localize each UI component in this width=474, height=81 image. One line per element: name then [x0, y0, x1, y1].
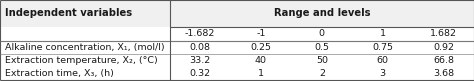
Text: -1: -1 — [256, 29, 265, 38]
Text: 0.5: 0.5 — [314, 43, 329, 52]
Text: 60: 60 — [377, 56, 389, 65]
Bar — [0, 0, 474, 27]
Text: 0.92: 0.92 — [433, 43, 454, 52]
Text: 0.32: 0.32 — [190, 69, 210, 78]
Text: 40: 40 — [255, 56, 267, 65]
Text: 0.75: 0.75 — [372, 43, 393, 52]
Text: 3: 3 — [380, 69, 386, 78]
Text: 66.8: 66.8 — [433, 56, 454, 65]
Text: 0.08: 0.08 — [190, 43, 210, 52]
Text: 0: 0 — [319, 29, 325, 38]
Text: 1.682: 1.682 — [430, 29, 457, 38]
Text: Alkaline concentration, X₁, (mol/l): Alkaline concentration, X₁, (mol/l) — [5, 43, 164, 52]
Text: 33.2: 33.2 — [190, 56, 211, 65]
Text: Range and levels: Range and levels — [273, 9, 370, 18]
Text: 1: 1 — [258, 69, 264, 78]
Text: 2: 2 — [319, 69, 325, 78]
Text: -1.682: -1.682 — [185, 29, 215, 38]
Text: Extraction temperature, X₂, (°C): Extraction temperature, X₂, (°C) — [5, 56, 158, 65]
Text: Extraction time, X₃, (h): Extraction time, X₃, (h) — [5, 69, 114, 78]
Text: Independent variables: Independent variables — [5, 9, 132, 18]
Text: 50: 50 — [316, 56, 328, 65]
Text: 0.25: 0.25 — [250, 43, 272, 52]
Text: 3.68: 3.68 — [433, 69, 454, 78]
Text: 1: 1 — [380, 29, 386, 38]
Bar — [0, 27, 474, 80]
